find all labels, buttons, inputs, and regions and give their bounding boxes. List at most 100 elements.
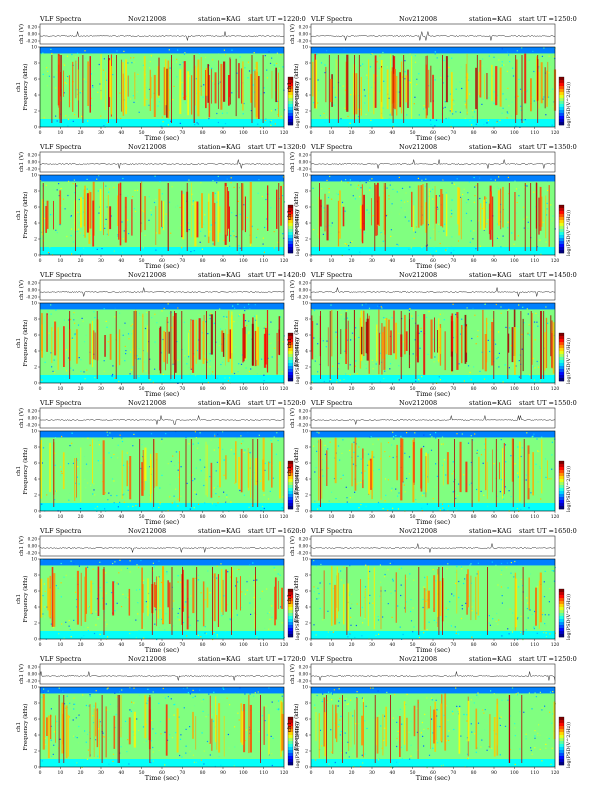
spectrogram-noise: [360, 481, 362, 484]
spectrogram-noise: [427, 452, 429, 454]
spectrogram-noise: [199, 460, 201, 462]
spectrogram-noise: [496, 612, 498, 615]
spectrogram-noise: [204, 358, 206, 360]
spectrogram-noise: [514, 735, 516, 737]
spectrogram-noise: [415, 380, 417, 382]
spectrogram-noise: [324, 64, 326, 66]
spectrogram-streak: [40, 444, 41, 481]
spectrogram-noise: [349, 116, 351, 118]
spectrogram-sferic: [190, 439, 192, 507]
spectrogram-noise: [317, 89, 320, 92]
spectrogram-streak: [131, 199, 133, 236]
spectrogram-noise: [537, 734, 539, 736]
spectrogram-noise: [554, 438, 556, 440]
spectrogram-noise: [470, 482, 472, 484]
spectrogram-noise: [216, 577, 218, 579]
spectrogram-noise: [76, 185, 78, 187]
y-tick-label: 0: [34, 125, 37, 131]
spectrogram-noise: [128, 199, 130, 202]
spectrogram-noise: [418, 380, 420, 382]
spectrogram-noise: [52, 753, 54, 755]
spectrogram-noise: [52, 370, 54, 372]
spectrogram-noise: [449, 93, 452, 95]
spectrogram-noise: [213, 449, 215, 451]
spectrogram-noise: [226, 697, 228, 699]
spectrogram-noise: [188, 474, 190, 476]
spectrogram-noise: [202, 245, 204, 247]
spectrogram-streak: [84, 576, 87, 622]
colorbar-segment: [288, 747, 293, 751]
spectrogram-noise: [70, 367, 72, 369]
x-tick-label: 70: [179, 642, 185, 648]
spectrogram-streak: [90, 580, 93, 614]
spectrogram-noise: [378, 468, 380, 471]
spectrogram-noise: [114, 610, 116, 612]
spectrogram-noise: [200, 636, 202, 638]
spectrogram-streak: [488, 203, 490, 235]
spectrogram-streak: [497, 190, 500, 226]
spectrogram-streak: [89, 704, 91, 758]
spectrogram-noise: [209, 353, 211, 355]
y-tick-label: 0: [305, 253, 308, 259]
spectrogram-noise: [472, 600, 474, 602]
x-tick-label: 60: [430, 770, 436, 776]
spectrogram-noise: [248, 726, 251, 728]
waveform-trace: [310, 31, 555, 41]
spectrogram-noise: [235, 236, 237, 238]
spectrogram-noise: [449, 601, 451, 603]
spectrogram-noise: [322, 699, 324, 701]
spectrogram-noise: [195, 577, 197, 579]
spectrogram-noise: [83, 626, 85, 628]
spectrogram-noise: [152, 612, 155, 615]
spectrogram-noise: [352, 195, 354, 197]
spectrogram-cutoff: [311, 431, 555, 438]
panel-station: station=KAG: [469, 527, 512, 535]
spectrogram-streak: [142, 450, 144, 496]
spectrogram-noise: [155, 232, 157, 234]
spectrogram-noise: [429, 190, 431, 193]
spectrogram-noise: [160, 733, 162, 735]
spectrogram-sferic: [521, 55, 523, 123]
spectrogram-streak: [276, 332, 278, 375]
spectrogram-sferic: [140, 183, 141, 251]
spectrogram-streak: [535, 587, 537, 626]
spectrogram-noise: [92, 568, 94, 570]
spectrogram-noise: [191, 707, 193, 709]
spectrogram-noise: [526, 308, 528, 310]
spectrogram-noise: [323, 111, 325, 113]
spectrogram-streak: [479, 60, 482, 98]
spectrogram-noise: [74, 703, 76, 705]
spectrogram-streak: [132, 329, 134, 366]
spectrogram-noise: [209, 592, 211, 594]
spectrogram-noise: [354, 491, 356, 493]
spectrogram-noise: [112, 365, 114, 367]
x-tick-label: 90: [491, 258, 497, 264]
x-axis-label: Time (sec): [145, 262, 180, 270]
spectrogram-noise: [511, 101, 513, 103]
spectrogram-noise: [413, 626, 415, 628]
spectrogram-streak: [532, 452, 534, 496]
x-tick-label: 70: [179, 258, 185, 264]
spectrogram-streak: [515, 578, 518, 628]
spectrogram-noise: [152, 751, 154, 753]
spectrogram-streak: [327, 327, 329, 367]
spectrogram-streak: [255, 61, 258, 119]
spectrogram-streak: [206, 587, 209, 608]
spectrogram-noise: [185, 601, 187, 603]
spectrogram-noise: [258, 584, 260, 587]
spectrogram-noise: [349, 122, 351, 124]
spectrogram-noise: [177, 359, 179, 361]
spectrogram-noise: [112, 760, 114, 762]
spectrogram-noise: [125, 353, 127, 355]
x-tick-label: 110: [259, 386, 268, 392]
spectrogram-streak: [439, 327, 442, 354]
spectrogram-noise: [463, 582, 465, 585]
spectrogram-noise: [526, 185, 528, 187]
spectrogram-noise: [437, 208, 439, 210]
spectrogram-noise: [47, 193, 49, 195]
spectrogram-noise: [212, 720, 214, 722]
y-tick-label: 8: [305, 701, 308, 707]
spectrogram-noise: [382, 51, 384, 54]
spectrogram-streak: [381, 323, 383, 375]
spectrogram-noise: [175, 451, 177, 453]
